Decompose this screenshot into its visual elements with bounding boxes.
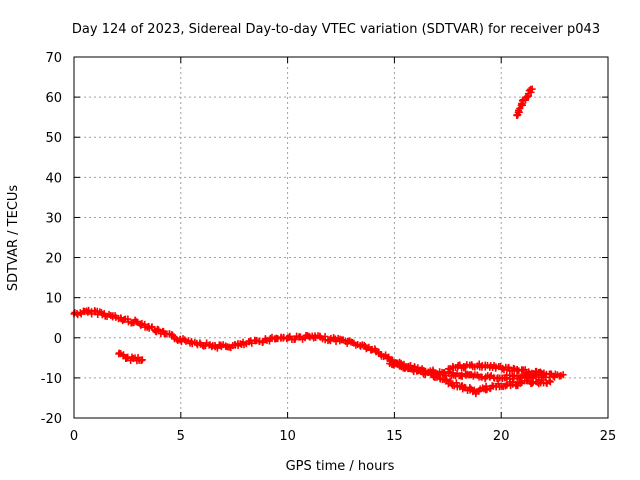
y-tick-label: -10 [41, 372, 62, 387]
data-point [517, 379, 525, 387]
data-point [321, 332, 329, 340]
x-tick-label: 15 [386, 429, 403, 444]
x-tick-label: 0 [70, 429, 78, 444]
data-point [123, 354, 131, 362]
y-tick-label: 70 [45, 51, 62, 66]
axis-ticks: 0 5 10 15 20 25 -20 -10 0 10 20 30 40 50 60 70 [41, 51, 617, 444]
x-tick-label: 25 [600, 429, 617, 444]
y-tick-label: 30 [45, 211, 62, 226]
x-tick-label: 10 [279, 429, 296, 444]
data-point [410, 368, 418, 376]
y-tick-label: 10 [45, 292, 62, 307]
y-tick-label: 50 [45, 131, 62, 146]
data-point [181, 336, 189, 344]
y-tick-label: 60 [45, 91, 62, 106]
data-points [70, 85, 567, 398]
plot-frame [73, 56, 609, 419]
data-point [528, 85, 536, 93]
grid [74, 57, 608, 418]
data-point [559, 371, 567, 379]
y-tick-label: 40 [45, 171, 62, 186]
data-point [396, 361, 404, 369]
data-point [539, 370, 547, 378]
data-point [505, 363, 513, 371]
data-point [523, 93, 531, 101]
data-point [155, 326, 163, 334]
x-tick-label: 20 [493, 429, 510, 444]
x-axis-label: GPS time / hours [286, 459, 395, 474]
data-point [545, 377, 553, 385]
data-point [546, 378, 554, 386]
y-tick-label: 20 [45, 252, 62, 267]
x-tick-label: 5 [177, 429, 185, 444]
chart-title: Day 124 of 2023, Sidereal Day-to-day VTE… [72, 22, 600, 37]
data-point [138, 356, 146, 364]
y-axis-label: SDTVAR / TECUs [6, 185, 21, 292]
y-tick-label: 0 [54, 332, 62, 347]
y-tick-label: -20 [41, 412, 62, 427]
data-point [540, 369, 548, 377]
data-point [528, 379, 536, 387]
data-point [325, 336, 333, 344]
